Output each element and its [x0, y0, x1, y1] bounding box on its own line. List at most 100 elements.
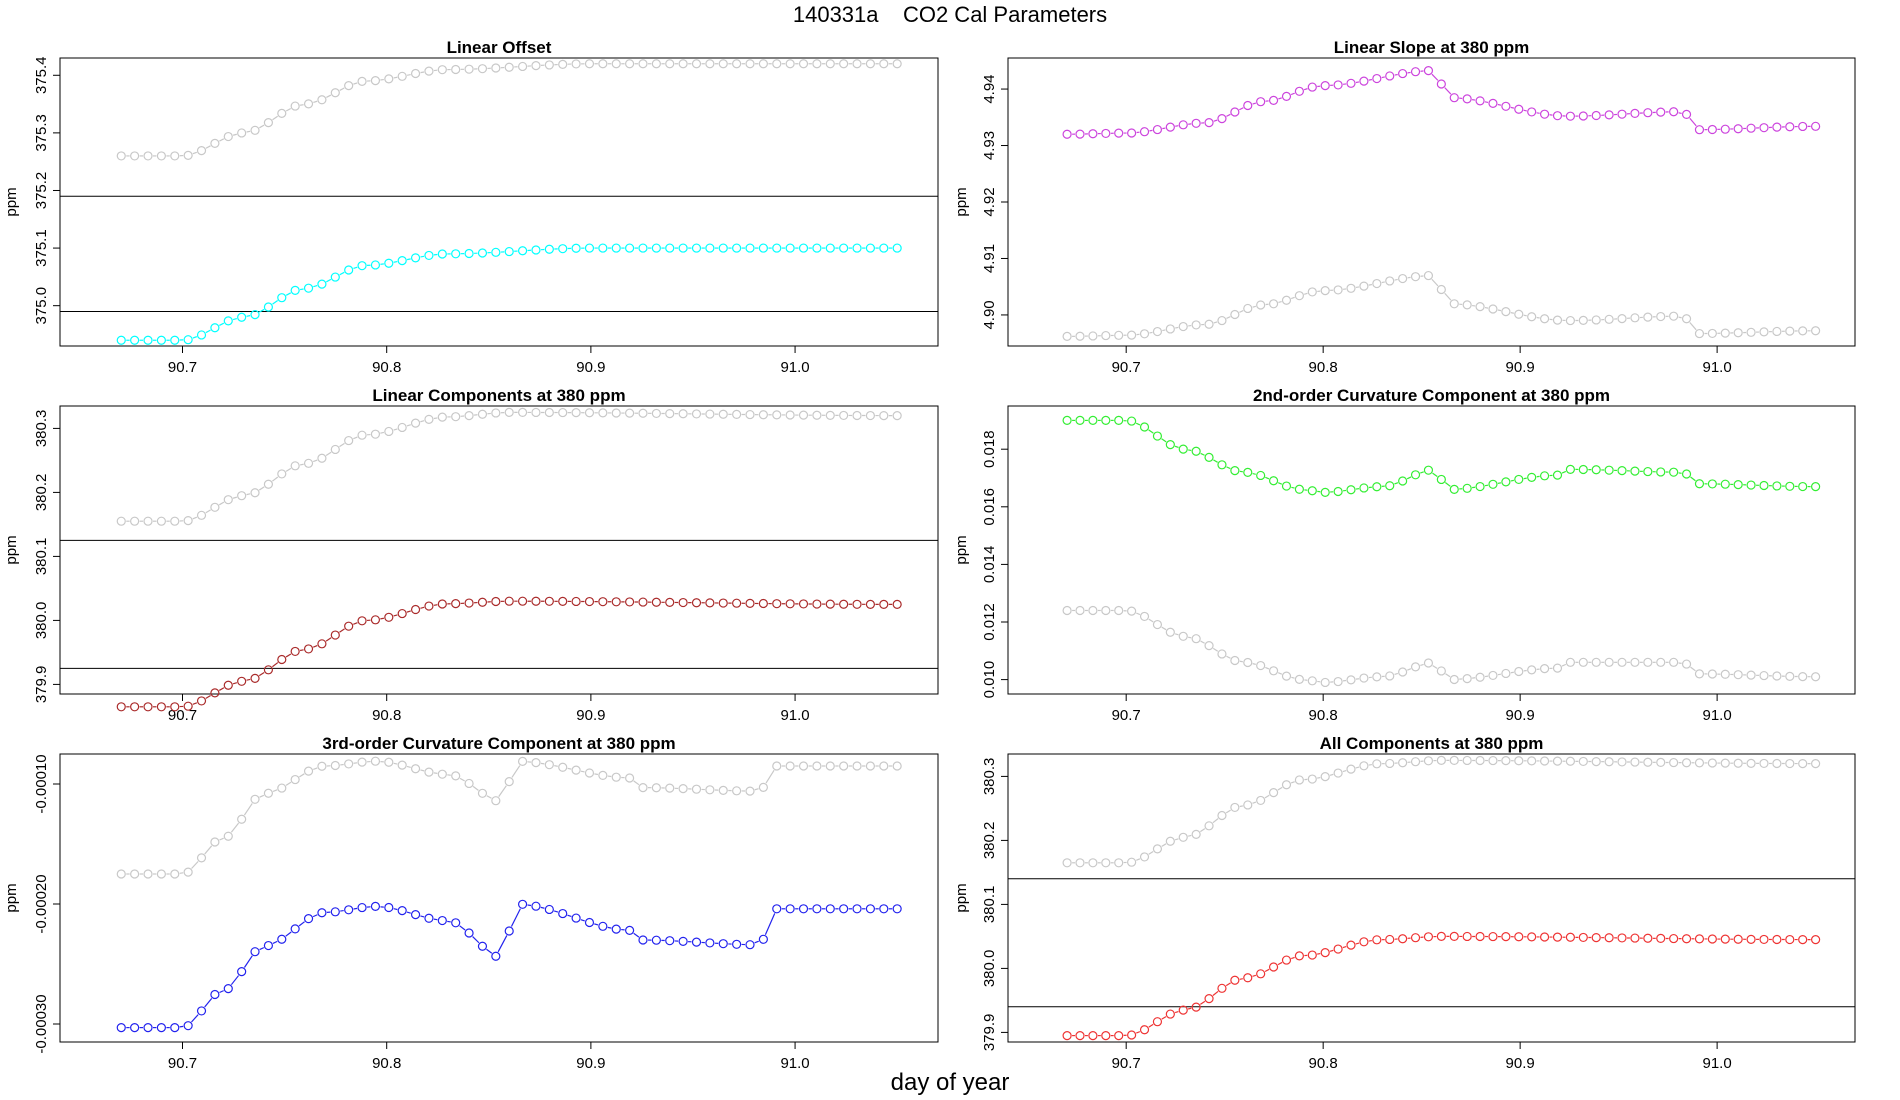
panel0-previous-point: [691, 59, 702, 69]
panel0-previous-point: [317, 95, 327, 105]
panel1-previous-point: [1643, 312, 1653, 322]
panel4-current-point: [584, 917, 595, 928]
panel2-previous-point: [865, 410, 876, 421]
panel0-current-point: [879, 243, 889, 253]
panel3-y-axis-label: ppm: [953, 535, 970, 564]
panel3-previous-segment: [1252, 663, 1256, 665]
panel2-previous-point: [772, 410, 782, 420]
panel5-previous-point: [1578, 756, 1588, 767]
panel3-y-tick-label-1: 0.012: [981, 603, 998, 641]
panel3-previous-point: [1591, 657, 1601, 667]
panel0-previous-point: [183, 150, 193, 160]
panel1-current-segment: [1689, 117, 1697, 127]
panel3-current-point: [1423, 465, 1434, 475]
panel2-current-point: [732, 598, 742, 608]
panel4-current-point: [598, 921, 608, 931]
panel1-previous-point: [1114, 330, 1124, 340]
panel3-previous-point: [1681, 659, 1692, 669]
panel3-current-point: [1217, 460, 1227, 470]
panel1-current-point: [1552, 111, 1563, 121]
panel1-current-segment: [1536, 112, 1540, 114]
panel4-current-segment: [340, 909, 344, 912]
panel3-current-point: [1294, 484, 1304, 494]
panel4-previous-point: [852, 761, 862, 771]
panel1-previous-segment: [1523, 314, 1527, 317]
panel2-previous-point: [464, 411, 474, 421]
panel1-previous-point: [1785, 326, 1795, 336]
panel5-plot-frame: [1007, 753, 1856, 1043]
panel5-current-point: [1165, 1009, 1175, 1019]
panel4-previous-point: [745, 786, 755, 796]
panel2-current-point: [210, 688, 220, 698]
panel3-x-tick-label-0: 90.7: [1112, 707, 1141, 724]
panel4-current-point: [785, 904, 795, 914]
panel5-current-segment: [1277, 961, 1283, 966]
panel4-previous-segment: [594, 773, 599, 776]
panel1-previous-point: [1410, 272, 1421, 282]
panel2-previous-point: [424, 414, 434, 424]
panel5-previous-point: [1656, 757, 1666, 768]
panel5-current-point: [1539, 932, 1550, 942]
panel0-previous-segment: [326, 94, 332, 98]
panel1-y-tick-label-4: 4.94: [981, 74, 998, 103]
panel4-current-point: [772, 904, 782, 914]
panel5-previous-point: [1785, 758, 1795, 769]
panel2-previous-point: [357, 430, 367, 440]
panel1-previous-point: [1075, 331, 1085, 341]
panel2-plot-frame: [59, 405, 939, 695]
panel0-current-point: [317, 279, 327, 289]
panel5-current-point: [1630, 933, 1640, 943]
panel5-previous-point: [1565, 756, 1576, 766]
panel2-previous-point: [437, 412, 447, 422]
panel5-previous-point: [1294, 775, 1304, 785]
panel1-current-point: [1501, 101, 1511, 111]
panel1-current-point: [1359, 76, 1369, 86]
panel4-previous-point: [865, 761, 876, 771]
panel1-current-point: [1372, 73, 1382, 84]
panel5-current-segment: [1291, 956, 1295, 960]
panel0-current-point: [705, 243, 715, 253]
panel5-current-segment: [1187, 1007, 1192, 1010]
panel1-previous-segment: [1689, 322, 1697, 331]
panel5-current-point: [1139, 1025, 1150, 1035]
panel1-current-point: [1256, 97, 1266, 107]
panel1-current-point: [1798, 121, 1808, 132]
panel5-previous-point: [1191, 829, 1201, 839]
panel3-current-point: [1359, 483, 1369, 493]
panel3-current-segment: [1406, 476, 1412, 480]
panel4-current-point: [210, 989, 220, 1000]
panel4-previous-point: [451, 771, 461, 781]
panel1-previous-point: [1333, 285, 1343, 295]
panel5-previous-point: [1320, 772, 1330, 782]
panel5-y-axis-label: ppm: [953, 883, 970, 912]
panel3-previous-point: [1139, 611, 1150, 622]
panel0-current-point: [303, 283, 314, 293]
panel4-previous-segment: [259, 794, 265, 798]
panel5-current-point: [1333, 944, 1343, 954]
panel3-current-point: [1475, 481, 1485, 492]
panel2-previous-point: [598, 408, 608, 418]
panel0-current-point: [865, 243, 876, 253]
panel5-previous-point: [1423, 756, 1434, 766]
panel0-previous-point: [196, 146, 207, 156]
panel3-previous-point: [1333, 676, 1343, 687]
panel5-previous-point: [1643, 757, 1653, 767]
panel3-previous-point: [1359, 673, 1369, 683]
panel1-current-segment: [1444, 87, 1452, 95]
panel0-current-point: [196, 330, 207, 340]
panel0-previous-segment: [272, 115, 279, 121]
panel3-current-point: [1139, 422, 1150, 432]
panel2-current-point: [544, 596, 554, 606]
panel3-previous-point: [1630, 657, 1640, 667]
panel5-previous-segment: [1148, 851, 1154, 855]
panel0-previous-point: [223, 131, 233, 142]
panel2-previous-point: [477, 409, 488, 419]
panel4-current-point: [732, 939, 742, 949]
panel4-previous-segment: [204, 845, 213, 855]
panel4-current-point: [691, 937, 702, 947]
panel1-previous-point: [1178, 321, 1188, 332]
panel4-current-point: [865, 904, 876, 914]
panel3-current-point: [1630, 466, 1640, 476]
panel4-previous-point: [130, 869, 140, 879]
panel2-current-point: [303, 644, 314, 654]
